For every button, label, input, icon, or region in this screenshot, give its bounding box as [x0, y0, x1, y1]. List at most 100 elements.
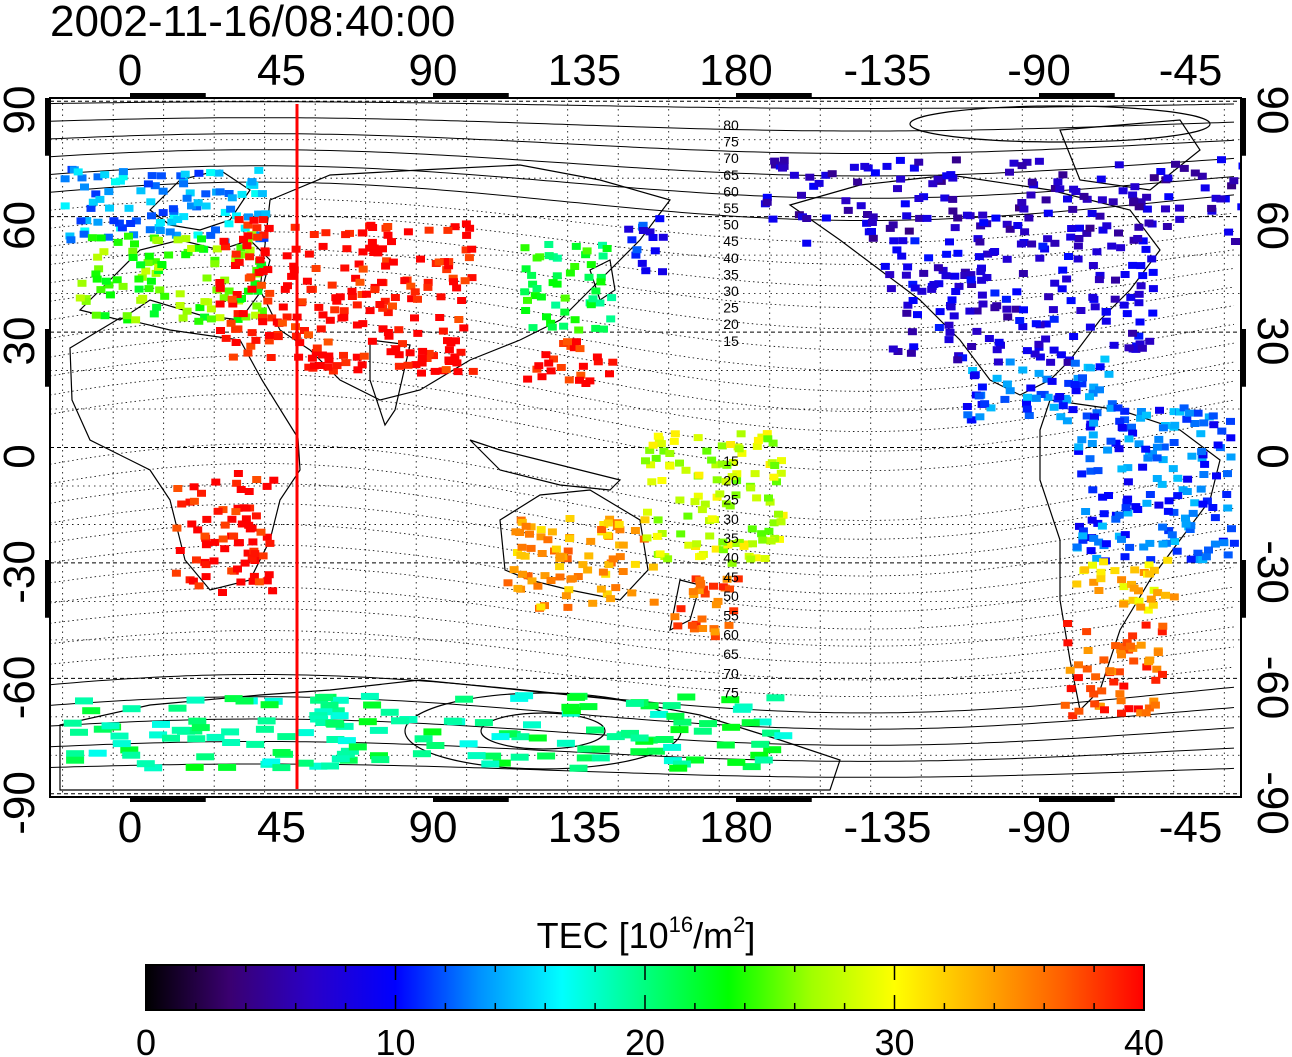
- tec-point-antarctica: [640, 702, 659, 710]
- tec-point-usa: [1128, 329, 1137, 337]
- left-lat-label: -30: [0, 540, 44, 604]
- tec-point-south-america-north: [1181, 514, 1190, 522]
- tec-point-australia: [564, 586, 574, 594]
- tec-point-usa: [950, 272, 960, 280]
- tec-point-usa: [990, 248, 1000, 255]
- bottom-lon-label: 180: [699, 803, 772, 852]
- tec-point-australia: [606, 595, 616, 603]
- tec-point-russia-asia: [446, 339, 456, 347]
- tec-point-russia-asia: [394, 362, 404, 370]
- tec-point-alaska: [637, 259, 647, 267]
- tec-point-patagonia: [1091, 673, 1101, 681]
- tec-point-usa: [960, 272, 970, 279]
- tec-point-antarctica: [335, 722, 354, 730]
- tec-point-europe-mid: [194, 317, 204, 325]
- tec-point-usa: [934, 324, 944, 331]
- tec-point-south-america-south: [1134, 597, 1144, 605]
- tec-point-pacific-islands: [646, 461, 656, 469]
- tec-point-africa: [256, 528, 266, 536]
- tec-point-pacific-islands: [657, 530, 667, 537]
- tec-point-usa: [1058, 266, 1068, 274]
- tec-point-europe-mid: [253, 287, 263, 295]
- contour-label: 35: [723, 530, 739, 546]
- tec-point-japan-south: [523, 375, 533, 383]
- tec-point-pacific-islands: [732, 477, 742, 485]
- tec-point-russia-asia: [358, 248, 368, 256]
- tec-point-europe-mid: [91, 311, 101, 319]
- tec-point-south-america-south: [1128, 596, 1138, 604]
- tec-point-middle-east: [219, 237, 229, 245]
- tec-point-new-zealand: [711, 601, 721, 609]
- tec-point-africa: [233, 539, 243, 547]
- tec-point-australia: [546, 577, 556, 584]
- tec-point-russia-asia: [365, 307, 375, 315]
- tec-point-australia: [608, 555, 618, 563]
- tec-point-patagonia: [1099, 656, 1109, 664]
- tec-point-russia-asia: [311, 349, 321, 356]
- tec-point-east-asia: [546, 319, 556, 327]
- tec-point-africa: [211, 478, 221, 486]
- tec-point-south-america-north: [1136, 414, 1146, 422]
- tec-point-japan-south: [585, 377, 595, 385]
- tec-point-russia-asia: [382, 257, 392, 265]
- tec-point-europe-mid: [152, 236, 162, 244]
- tec-point-south-america-north: [1093, 467, 1103, 475]
- tec-point-antarctica: [75, 697, 93, 705]
- tec-point-pacific-islands: [712, 476, 722, 484]
- tec-point-australia: [518, 570, 527, 578]
- tec-point-europe-mid: [75, 294, 85, 302]
- tec-point-usa: [1134, 299, 1144, 307]
- tec-point-usa: [934, 280, 944, 288]
- tec-point-usa: [958, 354, 968, 362]
- tec-point-europe-high: [73, 168, 83, 176]
- tec-point-europe-mid: [187, 245, 197, 252]
- tec-point-europe-mid: [128, 247, 138, 255]
- tec-point-russia-asia: [370, 286, 380, 294]
- tec-point-canada: [1163, 174, 1173, 182]
- tec-point-europe-mid: [104, 281, 114, 289]
- tec-point-europe-mid: [173, 236, 183, 244]
- tec-point-antarctica: [326, 707, 345, 715]
- tec-point-antarctica: [330, 712, 349, 720]
- tec-point-middle-east: [251, 336, 261, 344]
- tec-point-antarctica: [136, 760, 155, 768]
- tec-point-canada: [1013, 222, 1023, 229]
- tec-point-usa: [938, 266, 948, 274]
- tec-point-antarctica: [330, 696, 349, 704]
- tec-point-antarctica: [606, 733, 625, 741]
- tec-point-patagonia: [1097, 687, 1107, 695]
- tec-point-new-zealand: [698, 625, 708, 632]
- tec-point-canada: [895, 156, 905, 164]
- tec-point-russia-asia: [454, 316, 464, 323]
- tec-point-antarctica: [655, 736, 674, 743]
- left-lat-label: 0: [0, 444, 44, 468]
- tec-point-canada: [860, 162, 870, 170]
- tec-point-east-asia: [598, 241, 607, 249]
- tec-point-russia-asia: [367, 238, 377, 246]
- tec-point-australia: [565, 535, 574, 543]
- tec-point-usa-south: [1095, 363, 1105, 371]
- tec-point-south-america-north: [1142, 499, 1152, 507]
- tec-point-middle-east: [244, 274, 254, 282]
- tec-point-south-america-north: [1190, 499, 1200, 507]
- tec-point-europe-high: [206, 169, 216, 177]
- tec-point-east-asia: [520, 244, 530, 252]
- tec-point-canada: [1102, 222, 1112, 230]
- tec-point-usa: [1031, 320, 1041, 328]
- tec-point-patagonia: [1149, 697, 1159, 705]
- tec-point-australia: [551, 545, 561, 553]
- coastline-shape: [1039, 399, 1221, 712]
- tec-point-russia-asia: [335, 293, 345, 301]
- tec-point-south-america-south: [1148, 601, 1158, 609]
- tec-point-australia: [521, 522, 531, 530]
- contour-loop: [480, 712, 606, 750]
- tec-point-middle-east: [232, 291, 242, 298]
- tec-point-usa: [947, 296, 957, 304]
- tec-point-south-america-north: [1078, 532, 1088, 540]
- tec-point-patagonia: [1151, 676, 1161, 684]
- tec-point-russia-asia: [467, 274, 477, 282]
- tec-point-middle-east: [253, 233, 263, 241]
- tec-point-pacific-islands: [717, 460, 727, 468]
- tec-point-europe-mid: [178, 314, 188, 322]
- contour-line: [50, 503, 1235, 577]
